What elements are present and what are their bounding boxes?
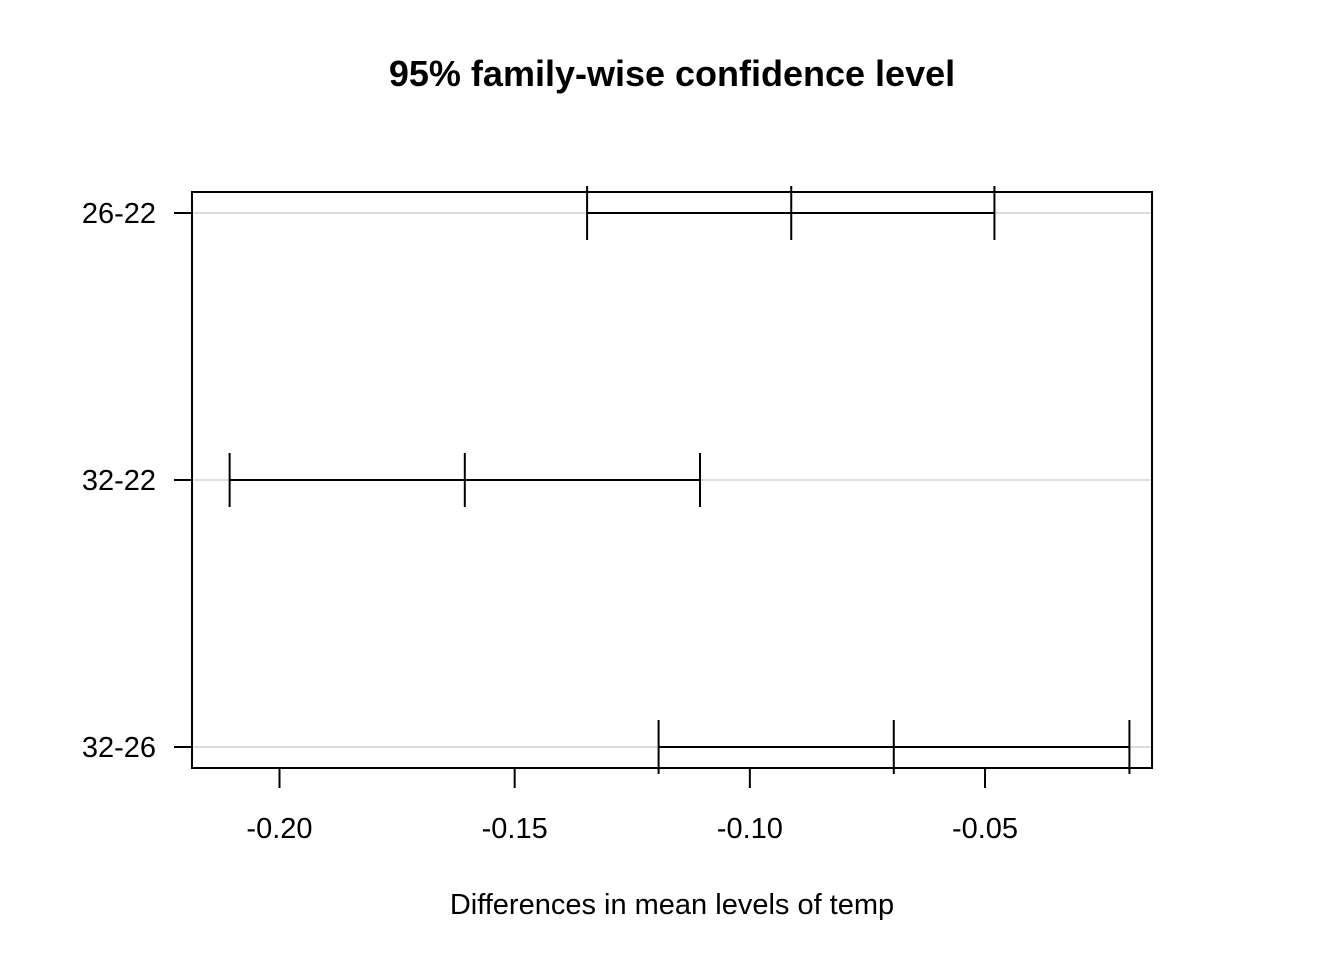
x-tick-label: -0.15 (482, 813, 548, 845)
y-tick-label: 32-26 (82, 732, 156, 764)
interval-32-22 (228, 453, 701, 507)
chart-title: 95% family-wise confidence level (389, 53, 955, 94)
y-tick-label: 32-22 (82, 465, 156, 497)
y-axis: 26-22 32-22 32-26 (82, 198, 192, 764)
y-tick-label: 26-22 (82, 198, 156, 230)
x-axis: -0.20 -0.15 -0.10 -0.05 (246, 768, 1018, 845)
confidence-intervals (228, 186, 1131, 774)
x-tick-label: -0.05 (952, 813, 1018, 845)
interval-32-26 (657, 720, 1131, 774)
x-tick-label: -0.20 (246, 813, 312, 845)
interval-26-22 (586, 186, 996, 240)
x-axis-label: Differences in mean levels of temp (450, 889, 894, 921)
x-tick-label: -0.10 (717, 813, 783, 845)
